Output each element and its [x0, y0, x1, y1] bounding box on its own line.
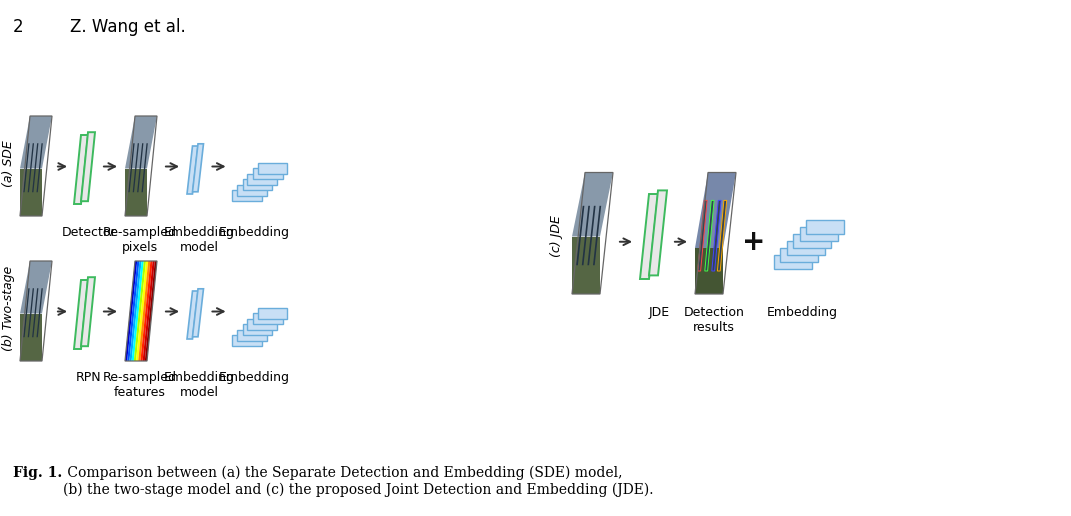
Polygon shape	[125, 116, 157, 169]
Polygon shape	[28, 143, 34, 192]
Polygon shape	[242, 179, 272, 190]
Text: Comparison between (a) the Separate Detection and Embedding (SDE) model,
(b) the: Comparison between (a) the Separate Dete…	[63, 466, 653, 497]
Text: Re-sampled
pixels: Re-sampled pixels	[103, 226, 177, 254]
Polygon shape	[133, 143, 139, 192]
Polygon shape	[187, 291, 198, 339]
Polygon shape	[74, 135, 88, 204]
Polygon shape	[238, 185, 268, 196]
Text: +: +	[742, 228, 766, 256]
Polygon shape	[36, 288, 43, 337]
Polygon shape	[129, 143, 135, 192]
Text: Embedding: Embedding	[218, 371, 290, 384]
Polygon shape	[705, 200, 714, 271]
Polygon shape	[20, 261, 52, 314]
Polygon shape	[20, 169, 42, 216]
Polygon shape	[134, 261, 146, 361]
Polygon shape	[24, 143, 30, 192]
Polygon shape	[253, 168, 283, 179]
Text: Embedding: Embedding	[218, 226, 290, 239]
Polygon shape	[238, 330, 268, 341]
Polygon shape	[794, 234, 831, 248]
Polygon shape	[247, 173, 277, 185]
Polygon shape	[125, 169, 147, 216]
Polygon shape	[587, 206, 595, 265]
Text: 2: 2	[13, 18, 24, 36]
Polygon shape	[24, 288, 30, 337]
Polygon shape	[32, 143, 39, 192]
Polygon shape	[593, 206, 601, 265]
Text: (c) JDE: (c) JDE	[550, 216, 563, 257]
Polygon shape	[193, 289, 203, 337]
Polygon shape	[695, 248, 723, 294]
Polygon shape	[582, 206, 590, 265]
Text: Fig. 1.: Fig. 1.	[13, 466, 62, 480]
Polygon shape	[138, 261, 150, 361]
Polygon shape	[130, 261, 141, 361]
Polygon shape	[141, 143, 148, 192]
Polygon shape	[576, 206, 585, 265]
Polygon shape	[800, 227, 838, 241]
Polygon shape	[137, 143, 144, 192]
Text: Embedding
model: Embedding model	[164, 371, 235, 399]
Polygon shape	[242, 324, 272, 335]
Polygon shape	[32, 288, 39, 337]
Text: Detector: Detector	[62, 226, 117, 239]
Text: Detection
results: Detection results	[683, 306, 744, 334]
Polygon shape	[81, 132, 95, 201]
Polygon shape	[253, 313, 283, 324]
Polygon shape	[142, 261, 155, 361]
Polygon shape	[20, 314, 42, 361]
Polygon shape	[193, 144, 203, 192]
Polygon shape	[257, 163, 287, 173]
Polygon shape	[36, 143, 43, 192]
Text: Embedding: Embedding	[767, 306, 838, 319]
Polygon shape	[187, 146, 198, 194]
Polygon shape	[257, 308, 287, 318]
Polygon shape	[712, 200, 721, 271]
Polygon shape	[247, 318, 277, 330]
Polygon shape	[787, 241, 825, 255]
Text: Z. Wang et al.: Z. Wang et al.	[70, 18, 185, 36]
Text: Re-sampled
features: Re-sampled features	[103, 371, 177, 399]
Polygon shape	[28, 288, 34, 337]
Polygon shape	[140, 261, 152, 361]
Polygon shape	[781, 248, 818, 262]
Polygon shape	[136, 261, 148, 361]
Polygon shape	[695, 172, 736, 248]
Text: Embedding
model: Embedding model	[164, 226, 235, 254]
Text: (a) SDE: (a) SDE	[2, 140, 15, 187]
Polygon shape	[81, 277, 95, 346]
Polygon shape	[718, 200, 727, 271]
Text: (b) Two-stage: (b) Two-stage	[2, 266, 15, 351]
Polygon shape	[20, 116, 52, 169]
Polygon shape	[649, 190, 667, 276]
Polygon shape	[572, 236, 600, 294]
Polygon shape	[232, 335, 262, 346]
Polygon shape	[640, 194, 658, 279]
Polygon shape	[132, 261, 144, 361]
Polygon shape	[232, 190, 262, 201]
Polygon shape	[127, 261, 139, 361]
Polygon shape	[698, 200, 707, 271]
Polygon shape	[774, 255, 812, 269]
Polygon shape	[806, 220, 845, 234]
Polygon shape	[145, 261, 157, 361]
Text: RPN: RPN	[76, 371, 102, 384]
Polygon shape	[572, 172, 613, 236]
Text: JDE: JDE	[648, 306, 669, 319]
Polygon shape	[125, 261, 137, 361]
Polygon shape	[74, 280, 88, 349]
